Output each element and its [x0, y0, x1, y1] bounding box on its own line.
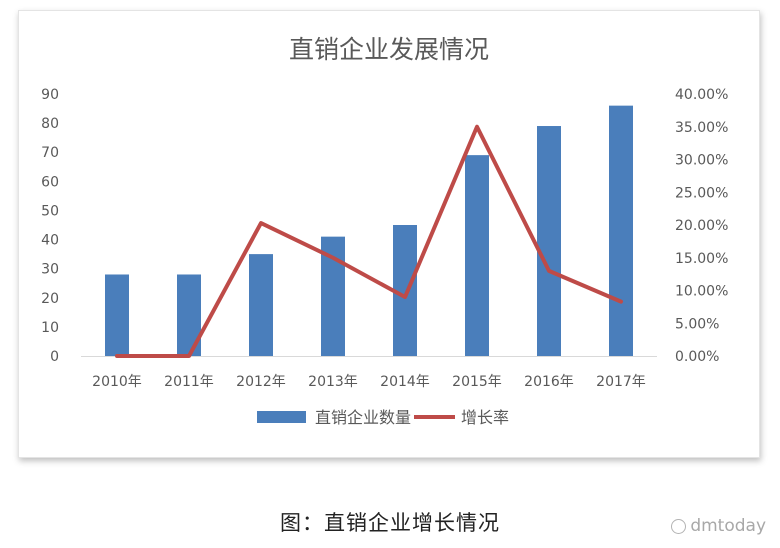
left-axis: 0 10 20 30 40 50 60 70 80 90 — [41, 87, 59, 365]
growth-rate-line — [115, 124, 623, 358]
left-axis-tick-label: 80 — [41, 116, 59, 132]
left-axis-tick-label: 50 — [41, 203, 59, 219]
right-axis-tick-label: 25.00% — [675, 185, 728, 201]
bar-2010年 — [105, 274, 129, 356]
right-axis-tick-label: 15.00% — [675, 251, 728, 267]
bar-series — [105, 105, 633, 357]
line-series — [115, 124, 623, 358]
left-axis-tick-label: 0 — [50, 349, 59, 365]
x-axis-tick-label: 2017年 — [596, 374, 646, 390]
x-axis-tick-label: 2016年 — [524, 374, 574, 390]
x-axis-tick-label: 2011年 — [164, 374, 214, 390]
chart-title: 直销企业发展情况 — [289, 35, 489, 64]
x-axis: 2010年 2011年 2012年 2013年 2014年 2015年 2016年 2017年 — [81, 356, 657, 390]
x-axis-tick-label: 2012年 — [236, 374, 286, 390]
left-axis-tick-label: 10 — [41, 320, 59, 336]
right-axis-tick-label: 5.00% — [675, 316, 719, 332]
right-axis: 0.00% 5.00% 10.00% 15.00% 20.00% 25.00% 30.00%… — [675, 87, 728, 365]
left-axis-tick-label: 40 — [41, 233, 59, 249]
left-axis-tick-label: 90 — [41, 87, 59, 103]
watermark-text: dmtoday — [690, 516, 766, 536]
watermark-logo-icon — [671, 518, 687, 534]
bar-2015年 — [465, 155, 489, 356]
right-axis-tick-label: 40.00% — [675, 87, 728, 103]
x-axis-tick-label: 2010年 — [92, 374, 142, 390]
left-axis-tick-label: 30 — [41, 262, 59, 278]
x-axis-tick-label: 2014年 — [380, 374, 430, 390]
bar-2016年 — [537, 126, 561, 357]
legend: 直销企业数量 增长率 — [257, 408, 509, 427]
right-axis-tick-label: 35.00% — [675, 120, 728, 136]
x-axis-tick-label: 2013年 — [308, 374, 358, 390]
x-axis-tick-label: 2015年 — [452, 374, 502, 390]
legend-line-label: 增长率 — [461, 408, 509, 427]
right-axis-tick-label: 20.00% — [675, 218, 728, 234]
legend-bar-label: 直销企业数量 — [315, 408, 411, 427]
left-axis-tick-label: 60 — [41, 174, 59, 190]
bar-2017年 — [609, 105, 633, 357]
chart-card: 直销企业发展情况 0 10 20 30 40 50 60 70 80 90 0.00% 5.00% 1… — [18, 10, 760, 458]
left-axis-tick-label: 20 — [41, 291, 59, 307]
right-axis-tick-label: 0.00% — [675, 349, 719, 365]
right-axis-tick-label: 30.00% — [675, 153, 728, 169]
left-axis-tick-label: 70 — [41, 145, 59, 161]
legend-bar-swatch — [257, 411, 306, 423]
right-axis-tick-label: 10.00% — [675, 284, 728, 300]
chart-svg: 直销企业发展情况 0 10 20 30 40 50 60 70 80 90 0.00% 5.00% 1… — [41, 35, 728, 427]
bar-2012年 — [249, 254, 273, 356]
figure-caption: 图：直销企业增长情况 — [280, 511, 500, 535]
watermark: dmtoday — [671, 516, 766, 536]
